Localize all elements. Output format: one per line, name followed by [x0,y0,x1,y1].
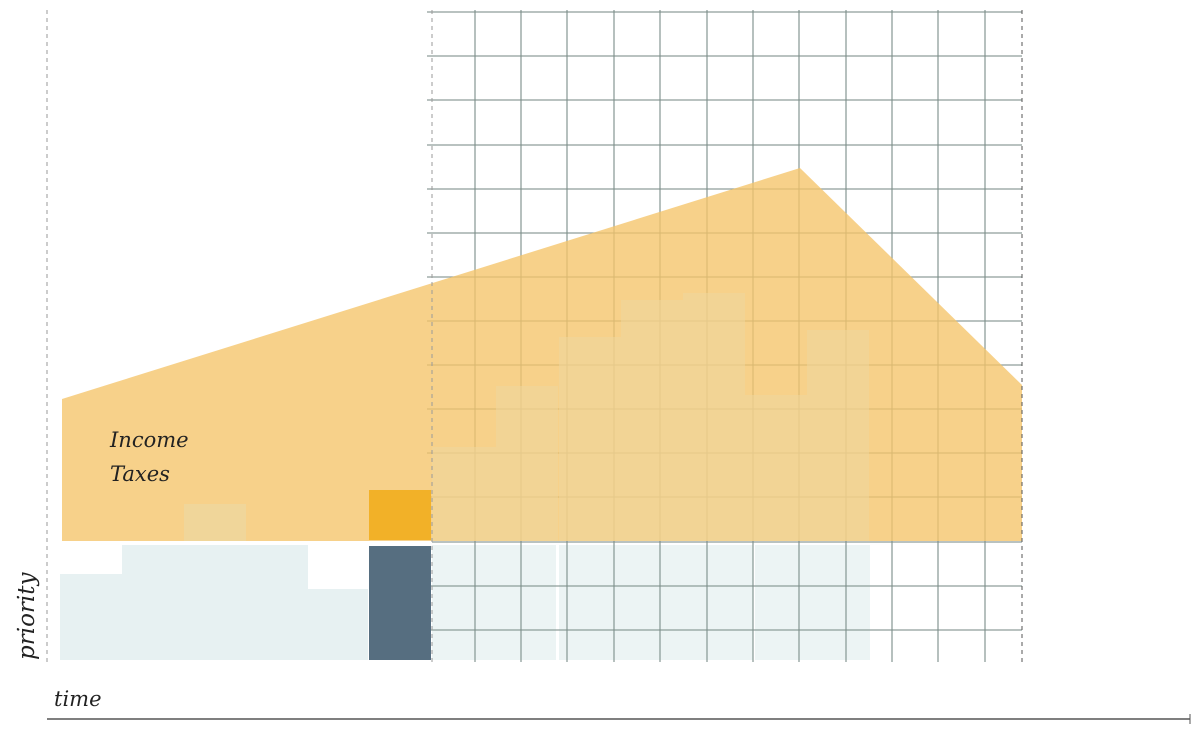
income-taxes-label-line2: Taxes [110,462,170,486]
blue-block [432,545,556,660]
blue-block [559,545,753,660]
beige-block [807,330,869,541]
y-axis-label: priority [14,571,40,660]
blue-block [755,545,870,660]
orange-block [369,490,431,540]
blue-block [184,545,246,660]
slate-block [369,546,431,660]
blue-block [122,545,184,660]
beige-block [496,386,558,541]
beige-block [621,300,683,541]
beige-block [683,293,745,541]
blue-blocks [60,545,870,660]
x-axis-label: time [54,687,102,711]
baseline-separator [60,541,432,545]
beige-block [432,447,496,541]
blue-block [246,545,308,660]
beige-blocks [184,293,869,545]
beige-block [745,395,807,541]
blue-block [308,589,368,660]
blue-block [60,574,122,660]
beige-block [559,337,621,541]
beige-block [184,504,246,545]
income-taxes-label-line1: Income [109,428,189,452]
